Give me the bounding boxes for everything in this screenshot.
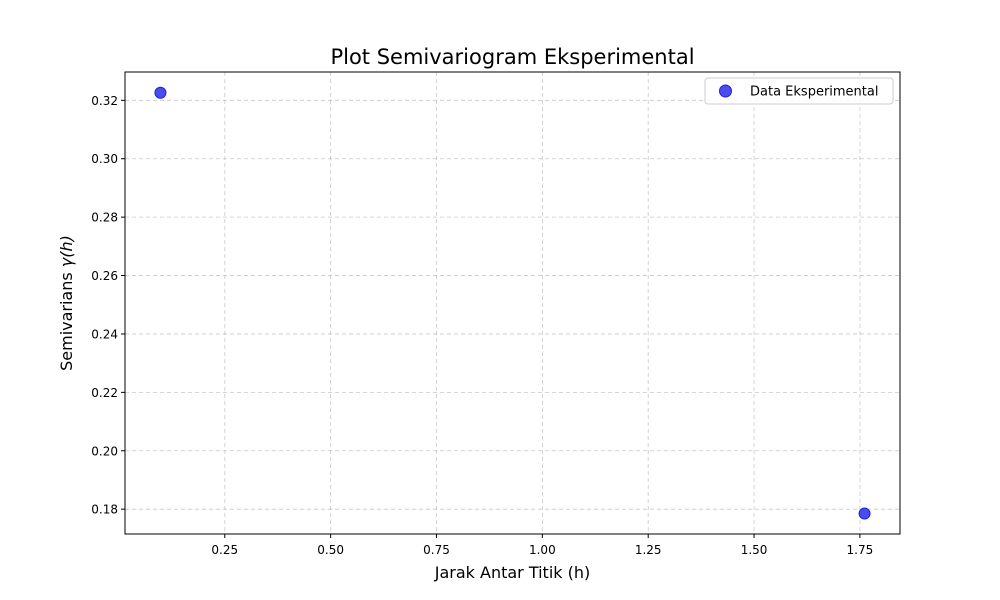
chart-title: Plot Semivariogram Eksperimental (330, 45, 694, 69)
y-axis-label-math: γ(h) (57, 235, 76, 267)
x-tick-label: 0.75 (423, 543, 450, 557)
plot-frame (124, 71, 901, 535)
data-point (858, 507, 871, 520)
y-axis-ticks: 0.18 0.20 0.22 0.24 0.26 0.28 0.30 0.32 (91, 94, 125, 517)
x-tick-label: 1.25 (635, 543, 662, 557)
y-tick-label: 0.18 (91, 503, 118, 517)
legend-marker (719, 84, 732, 98)
x-tick-label: 0.50 (317, 543, 344, 557)
legend-label: Data Eksperimental (750, 85, 878, 100)
grid (125, 72, 900, 534)
y-tick-label: 0.28 (91, 211, 118, 225)
y-axis-label: Semivarians γ(h) (57, 235, 76, 371)
y-tick-label: 0.24 (91, 327, 118, 341)
x-axis-ticks: 0.25 0.50 0.75 1.00 1.25 1.50 1.75 (211, 534, 873, 557)
y-tick-label: 0.26 (91, 269, 118, 283)
y-axis-label-text: Semivarians (57, 267, 76, 371)
legend-box (704, 77, 894, 105)
x-axis-label: Jarak Antar Titik (h) (434, 563, 591, 582)
y-tick-label: 0.30 (91, 152, 118, 166)
x-tick-label: 1.00 (529, 543, 556, 557)
y-tick-label: 0.32 (91, 94, 118, 108)
y-tick-label: 0.22 (91, 386, 118, 400)
legend: Data Eksperimental (704, 77, 894, 105)
y-tick-label: 0.20 (91, 444, 118, 458)
data-points (154, 86, 871, 520)
x-tick-label: 1.50 (741, 543, 768, 557)
data-point (154, 86, 167, 99)
x-tick-label: 1.75 (847, 543, 874, 557)
x-tick-label: 0.25 (211, 543, 238, 557)
